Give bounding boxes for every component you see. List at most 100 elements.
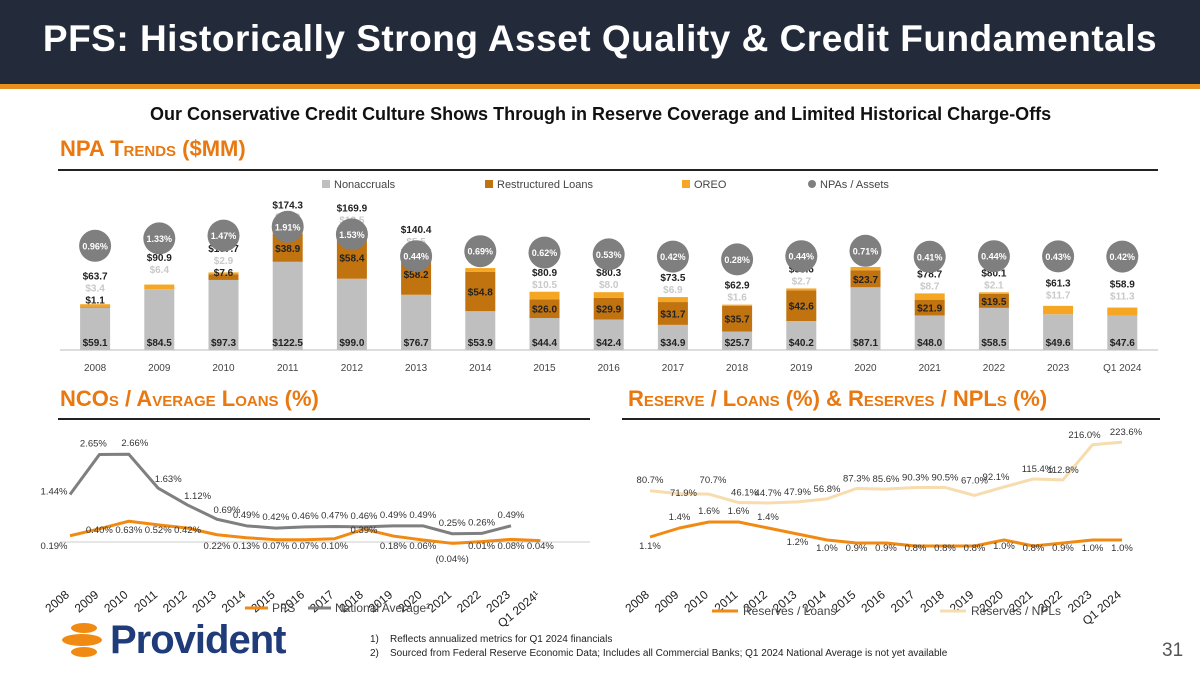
label-nonaccruals: $58.5 xyxy=(981,338,1006,349)
reserves-npls-label: 87.3% xyxy=(843,474,870,485)
reserves-npls-label: 85.6% xyxy=(873,474,900,485)
npa-category-label: 2017 xyxy=(662,363,685,374)
npa-category-label: 2019 xyxy=(790,363,813,374)
npa-category-label: 2009 xyxy=(148,363,171,374)
national-value-label: 0.49% xyxy=(409,510,436,521)
npa-category-label: 2023 xyxy=(1047,363,1070,374)
reserves-npls-label: 216.0% xyxy=(1068,430,1101,441)
label-restructured: $23.7 xyxy=(853,275,878,286)
reserves-loans-label: 1.6% xyxy=(698,506,720,517)
legend-label-3: NPAs / Assets xyxy=(820,179,889,191)
label-nonaccruals: $48.0 xyxy=(917,338,942,349)
label-restructured: $19.5 xyxy=(981,297,1006,308)
npa-assets-bubble xyxy=(143,222,176,255)
bar-nonaccruals xyxy=(786,321,817,350)
bar-restructured xyxy=(722,305,753,332)
nco-category-label: 2017 xyxy=(307,587,337,615)
bar-oreo xyxy=(1107,307,1138,316)
nco-category-label: 2022 xyxy=(454,587,484,615)
npa-assets-label: 1.47% xyxy=(211,231,237,241)
bar-oreo xyxy=(850,266,881,271)
bar-restructured xyxy=(914,299,945,316)
bar-restructured xyxy=(465,271,496,312)
label-restructured: $1.1 xyxy=(85,295,105,306)
legend-reserves-npls-label: Reserves / NPLs xyxy=(971,604,1061,618)
pfs-value-label: 0.63% xyxy=(115,525,142,536)
footnote-2-number: 2) xyxy=(370,648,379,659)
npa-category-label: 2013 xyxy=(405,363,428,374)
pfs-value-label: 0.42% xyxy=(174,525,201,536)
reserves-loans-label: 1.0% xyxy=(1082,543,1104,554)
npa-assets-bubble xyxy=(464,235,497,268)
reserves-npls-label: 67.0% xyxy=(961,475,988,486)
pfs-value-label: 0.07% xyxy=(262,541,289,552)
reserves-loans-label: 1.0% xyxy=(993,541,1015,552)
legend-label-1: Restructured Loans xyxy=(497,179,593,191)
bar-nonaccruals xyxy=(850,287,881,350)
npa-category-label: 2011 xyxy=(277,363,299,374)
label-total: $73.5 xyxy=(660,273,685,284)
pfs-value-label: 0.40% xyxy=(86,525,113,536)
npa-assets-label: 0.43% xyxy=(1045,252,1071,262)
pfs-value-label: 0.13% xyxy=(233,541,260,552)
npa-assets-bubble xyxy=(656,240,689,273)
national-value-label: 0.26% xyxy=(468,517,495,528)
label-oreo: $2.9 xyxy=(214,256,234,267)
label-total: $61.3 xyxy=(1046,278,1071,289)
footnote-2-text: Sourced from Federal Reserve Economic Da… xyxy=(390,648,948,659)
pfs-line xyxy=(69,519,541,545)
reserves-loans-label: 0.8% xyxy=(1023,543,1045,554)
label-restructured: $58.2 xyxy=(404,270,429,281)
pfs-value-label: 0.39% xyxy=(351,525,378,536)
national-value-label: 2.66% xyxy=(121,438,148,449)
reserves-loans-label: 0.8% xyxy=(964,543,986,554)
bar-nonaccruals xyxy=(1043,314,1074,350)
bar-oreo xyxy=(722,304,753,306)
pfs-value-label: 0.07% xyxy=(292,541,319,552)
label-oreo: $10.5 xyxy=(532,280,557,291)
label-restructured: $38.9 xyxy=(275,244,300,255)
npa-category-label: 2020 xyxy=(854,363,877,374)
label-total: $140.4 xyxy=(401,225,432,236)
label-nonaccruals: $49.6 xyxy=(1046,338,1071,349)
npa-assets-label: 0.44% xyxy=(789,252,815,262)
label-restructured: $35.7 xyxy=(725,315,750,326)
logo-mark-icon xyxy=(62,623,102,657)
reserves-loans-label: 1.4% xyxy=(669,512,691,523)
npa-assets-label: 0.44% xyxy=(981,252,1007,262)
label-nonaccruals: $25.7 xyxy=(725,338,750,349)
page-number: 31 xyxy=(1162,640,1184,661)
npa-assets-bubble xyxy=(849,234,882,267)
national-value-label: 0.42% xyxy=(262,512,289,523)
national-value-label: 0.47% xyxy=(321,510,348,521)
pfs-value-label: 0.10% xyxy=(321,541,348,552)
bar-restructured xyxy=(208,274,239,280)
reserve-category-label: 2016 xyxy=(858,587,888,615)
pfs-value-label: 0.18% xyxy=(380,541,407,552)
nco-category-label: 2010 xyxy=(101,587,131,615)
reserves-loans-label: 0.8% xyxy=(934,543,956,554)
bar-nonaccruals xyxy=(272,261,303,350)
label-oreo: $8.7 xyxy=(920,281,940,292)
label-total: $80.3 xyxy=(596,268,621,279)
pfs-value-label: 0.19% xyxy=(41,541,68,552)
reserves-npls-label: 71.9% xyxy=(670,488,697,499)
label-nonaccruals: $40.2 xyxy=(789,338,814,349)
bar-nonaccruals xyxy=(722,331,753,350)
npa-assets-bubble xyxy=(1042,240,1075,273)
npa-assets-bubble xyxy=(592,238,625,271)
reserves-npls-label: 56.8% xyxy=(814,484,841,495)
national-value-label: 0.49% xyxy=(233,510,260,521)
label-restructured: $29.9 xyxy=(596,305,621,316)
npa-assets-bubble xyxy=(721,243,754,276)
national-value-label: 0.46% xyxy=(351,511,378,522)
nco-category-label: 2011 xyxy=(131,587,160,615)
label-nonaccruals: $76.7 xyxy=(404,338,429,349)
npa-category-label: 2010 xyxy=(212,363,235,374)
pfs-value-label: 0.52% xyxy=(145,525,172,536)
reserves-npls-label: 92.1% xyxy=(983,472,1010,483)
slide-title: PFS: Historically Strong Asset Quality &… xyxy=(42,18,1158,59)
legend-swatch-0 xyxy=(322,180,330,188)
bar-nonaccruals xyxy=(336,278,367,350)
npa-assets-bubble xyxy=(1106,240,1139,273)
